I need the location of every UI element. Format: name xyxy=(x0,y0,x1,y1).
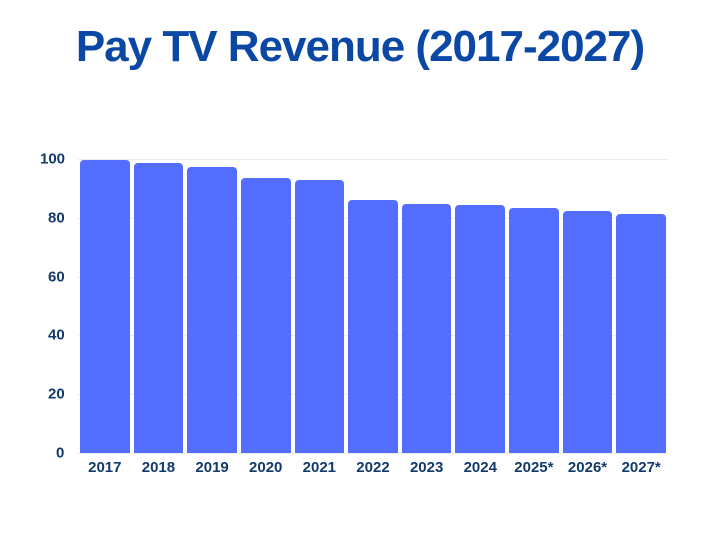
bar-2018 xyxy=(133,163,184,453)
x-tick-label: 2026* xyxy=(567,459,608,476)
bar-2017 xyxy=(80,159,130,453)
x-tick-label: 2018 xyxy=(141,459,176,476)
chart-title: Pay TV Revenue (2017-2027) xyxy=(75,22,645,71)
bar-2027-projected xyxy=(616,213,666,453)
x-tick-label: 2017 xyxy=(88,459,122,476)
x-tick-label: 2022 xyxy=(356,459,390,476)
x-tick-label: 2027* xyxy=(621,459,661,476)
bar-2026-projected xyxy=(562,211,613,453)
y-tick-label: 80 xyxy=(48,209,65,227)
x-tick-label: 2023 xyxy=(409,459,444,476)
y-tick-label: 0 xyxy=(56,444,65,462)
y-tick-label: 20 xyxy=(48,385,65,403)
bar-2022 xyxy=(348,200,398,453)
bar-2025-projected xyxy=(509,208,559,453)
bar-2023 xyxy=(401,203,452,453)
bar-2021 xyxy=(294,179,345,453)
bar-2024 xyxy=(455,205,506,453)
y-tick-label: 60 xyxy=(48,268,65,286)
x-tick-label: 2025* xyxy=(514,459,554,476)
gridline xyxy=(78,159,668,160)
plot-area xyxy=(78,159,668,454)
gridline xyxy=(78,453,668,454)
y-tick-label: 100 xyxy=(40,150,66,168)
bar-2019 xyxy=(187,166,237,453)
x-tick-label: 2019 xyxy=(195,459,229,476)
x-tick-label: 2021 xyxy=(302,459,337,476)
bar-2020 xyxy=(240,178,291,453)
x-tick-label: 2024 xyxy=(463,459,497,476)
y-tick-label: 40 xyxy=(48,326,65,344)
x-tick-label: 2020 xyxy=(249,459,283,476)
